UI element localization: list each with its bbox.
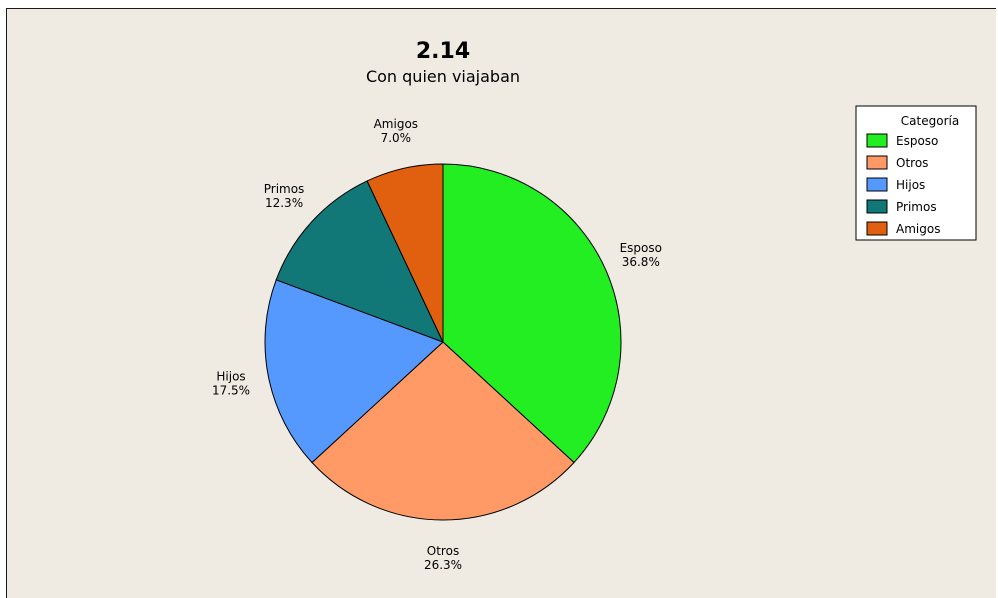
legend-label-esposo: Esposo xyxy=(896,134,938,148)
pie-slice-amigos xyxy=(366,163,444,343)
pie-slices xyxy=(264,163,622,521)
pie-slice-primos xyxy=(275,180,444,343)
slice-label-amigos: Amigos xyxy=(374,117,418,131)
slice-value-hijos: 17.5% xyxy=(212,384,250,398)
slice-value-esposo: 36.8% xyxy=(622,255,660,269)
legend-title: Categoría xyxy=(901,114,959,128)
legend-label-amigos: Amigos xyxy=(896,222,940,236)
legend-swatch-otros xyxy=(866,155,888,170)
slice-label-otros: Otros xyxy=(427,544,459,558)
legend-box xyxy=(855,105,977,241)
pie-slice-esposo xyxy=(442,163,622,464)
legend-items: Esposo Otros Hijos Primos Amigos xyxy=(866,133,940,236)
legend-swatch-hijos xyxy=(866,177,888,192)
slice-label-hijos: Hijos xyxy=(216,370,245,384)
legend-label-primos: Primos xyxy=(896,200,937,214)
legend-label-hijos: Hijos xyxy=(896,178,925,192)
pie-slice-otros xyxy=(311,341,575,521)
legend-label-otros: Otros xyxy=(896,156,928,170)
slice-value-amigos: 7.0% xyxy=(381,131,412,145)
slice-label-esposo: Esposo xyxy=(620,241,662,255)
chart-title: 2.14 xyxy=(416,39,470,64)
legend: Categoría Esposo Otros Hijos Primos Amigos xyxy=(855,105,977,241)
legend-swatch-primos xyxy=(866,199,888,214)
slice-label-primos: Primos xyxy=(264,182,305,196)
slice-value-primos: 12.3% xyxy=(265,196,303,210)
legend-swatch-amigos xyxy=(866,221,888,236)
slice-value-otros: 26.3% xyxy=(424,558,462,572)
chart-subtitle: Con quien viajaban xyxy=(366,67,520,86)
legend-swatch-esposo xyxy=(866,133,888,148)
